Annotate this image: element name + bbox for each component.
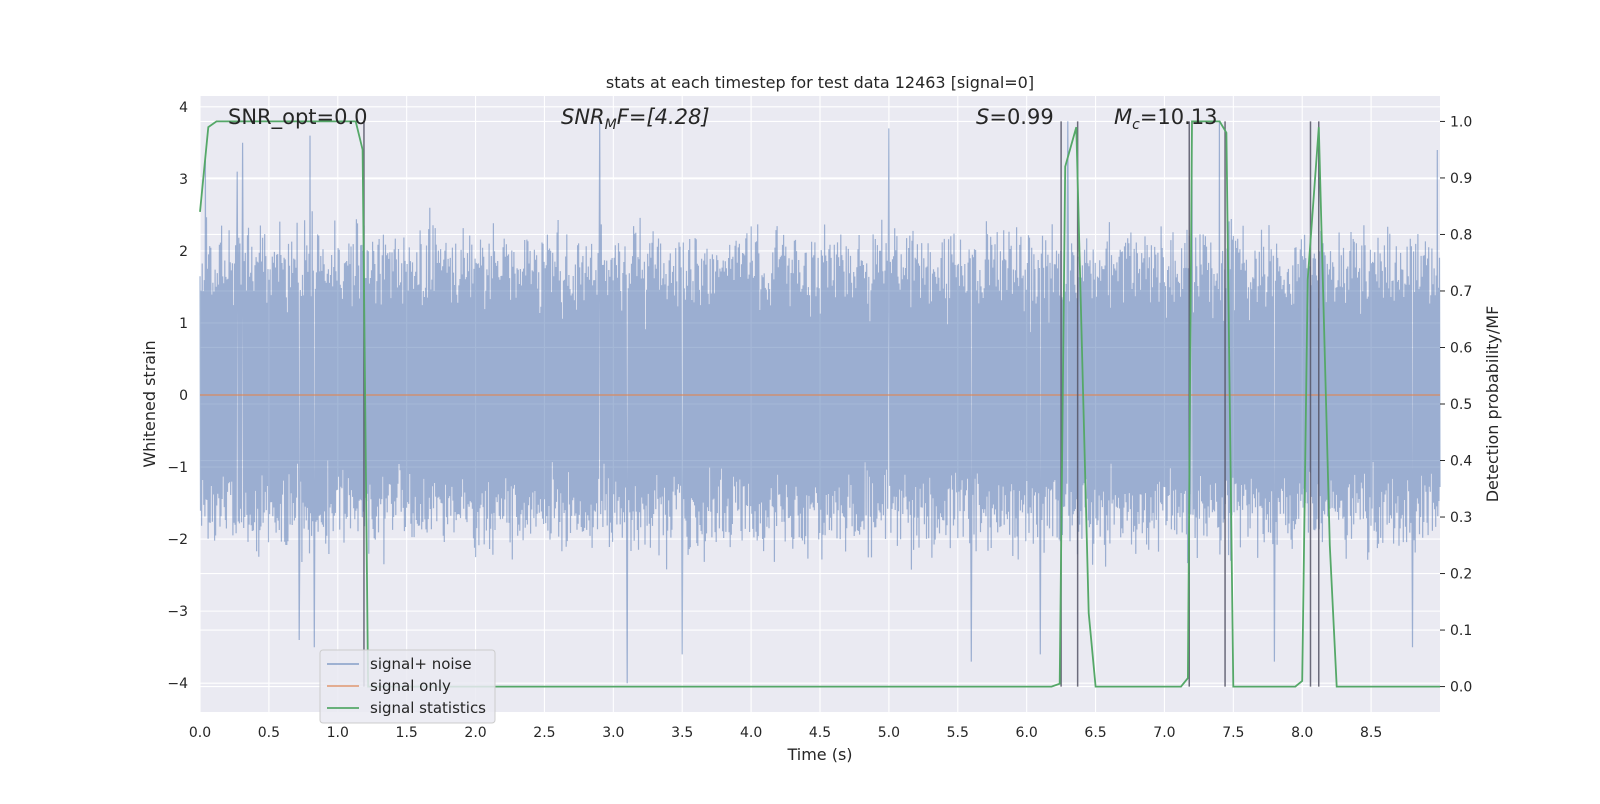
y-left-tick-label: 2 [179, 244, 188, 260]
x-axis-label: Time (s) [786, 745, 852, 764]
x-tick-label: 0.0 [189, 725, 211, 741]
legend: signal+ noise signal only signal statist… [319, 649, 496, 724]
y-left-tick-label: 3 [179, 172, 188, 188]
y-right-tick-label: 0.7 [1450, 284, 1472, 300]
x-tick-label: 5.5 [947, 725, 969, 741]
x-tick-label: 8.5 [1360, 725, 1382, 741]
signal-noise-series [199, 121, 1441, 684]
signal-statistics-line [199, 120, 1440, 688]
y-right-tick-label: 0.3 [1450, 510, 1472, 526]
y-left-tick-label: −1 [167, 460, 188, 476]
y-left-tick-label: 0 [179, 388, 188, 404]
annotation-mc: Mc=10.13 [1114, 105, 1218, 133]
x-tick-label: 2.5 [533, 725, 555, 741]
x-tick-label: 7.0 [1153, 725, 1175, 741]
x-tick-label: 7.5 [1222, 725, 1244, 741]
legend-label-signal-noise: signal+ noise [370, 655, 472, 673]
chart-title: stats at each timestep for test data 124… [606, 73, 1034, 92]
legend-label-signal-only: signal only [370, 677, 451, 695]
y-right-tick-label: 0.1 [1450, 623, 1472, 639]
x-tick-label: 4.0 [740, 725, 762, 741]
y-left-tick-label: 1 [179, 316, 188, 332]
y-right-tick-label: 0.9 [1450, 171, 1472, 187]
x-tick-label: 0.5 [258, 725, 280, 741]
x-tick-label: 3.0 [602, 725, 624, 741]
y-right-tick-label: 0.6 [1450, 340, 1472, 356]
annotation-snr-mf: SNRMF=[4.28] [561, 105, 710, 133]
annotation-snr-mf-suffix: F=[4.28] [617, 105, 710, 129]
annotation-mc-suffix: =10.13 [1140, 105, 1218, 129]
y-left-tick-label: −4 [167, 676, 188, 692]
y-axis-label-right: Detection probability/MF [1483, 306, 1502, 503]
annotation-s-suffix: =0.99 [989, 105, 1053, 129]
x-tick-label: 6.0 [1016, 725, 1038, 741]
y-axis-label-left: Whitened strain [140, 340, 159, 467]
y-right-tick-label: 0.5 [1450, 397, 1472, 413]
signal-statistics-series [199, 120, 1440, 688]
y-left-tick-label: −3 [167, 604, 188, 620]
legend-box [319, 649, 496, 724]
x-tick-label: 2.0 [464, 725, 486, 741]
x-tick-label: 4.5 [809, 725, 831, 741]
annotation-snr-mf-sub: M [605, 117, 617, 133]
x-tick-label: 3.5 [671, 725, 693, 741]
annotation-s: S=0.99 [976, 105, 1054, 129]
y-right-tick-label: 0.0 [1450, 680, 1472, 696]
x-tick-label: 1.0 [327, 725, 349, 741]
x-tick-label: 6.5 [1084, 725, 1106, 741]
y-right-tick-label: 0.2 [1450, 567, 1472, 583]
annotation-s-prefix: S [976, 105, 989, 129]
signal-noise-line [199, 121, 1441, 684]
annotation-snr-opt: SNR_opt=0.0 [228, 105, 368, 130]
x-tick-label: 1.5 [396, 725, 418, 741]
annotation-snr-mf-prefix: SNR [561, 105, 605, 129]
x-tick-label: 8.0 [1291, 725, 1313, 741]
y-left-tick-label: −2 [167, 532, 188, 548]
x-tick-label: 5.0 [878, 725, 900, 741]
annotation-mc-prefix: M [1114, 105, 1132, 129]
legend-label-signal-statistics: signal statistics [370, 699, 486, 717]
y-right-tick-label: 0.4 [1450, 454, 1472, 470]
annotation-mc-sub: c [1132, 117, 1140, 133]
tick-labels: 0.0 0.5 1.0 1.5 2.0 2.5 3.0 3.5 4.0 4.5 5.0 5.5 6.0 6… [167, 100, 1472, 741]
y-right-tick-label: 0.8 [1450, 227, 1472, 243]
y-left-tick-label: 4 [179, 100, 188, 116]
y-right-tick-label: 1.0 [1450, 114, 1472, 130]
